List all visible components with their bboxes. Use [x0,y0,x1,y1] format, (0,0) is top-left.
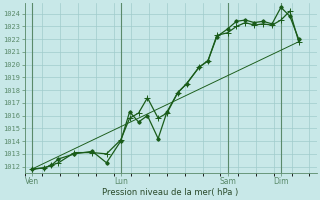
X-axis label: Pression niveau de la mer( hPa ): Pression niveau de la mer( hPa ) [102,188,239,197]
